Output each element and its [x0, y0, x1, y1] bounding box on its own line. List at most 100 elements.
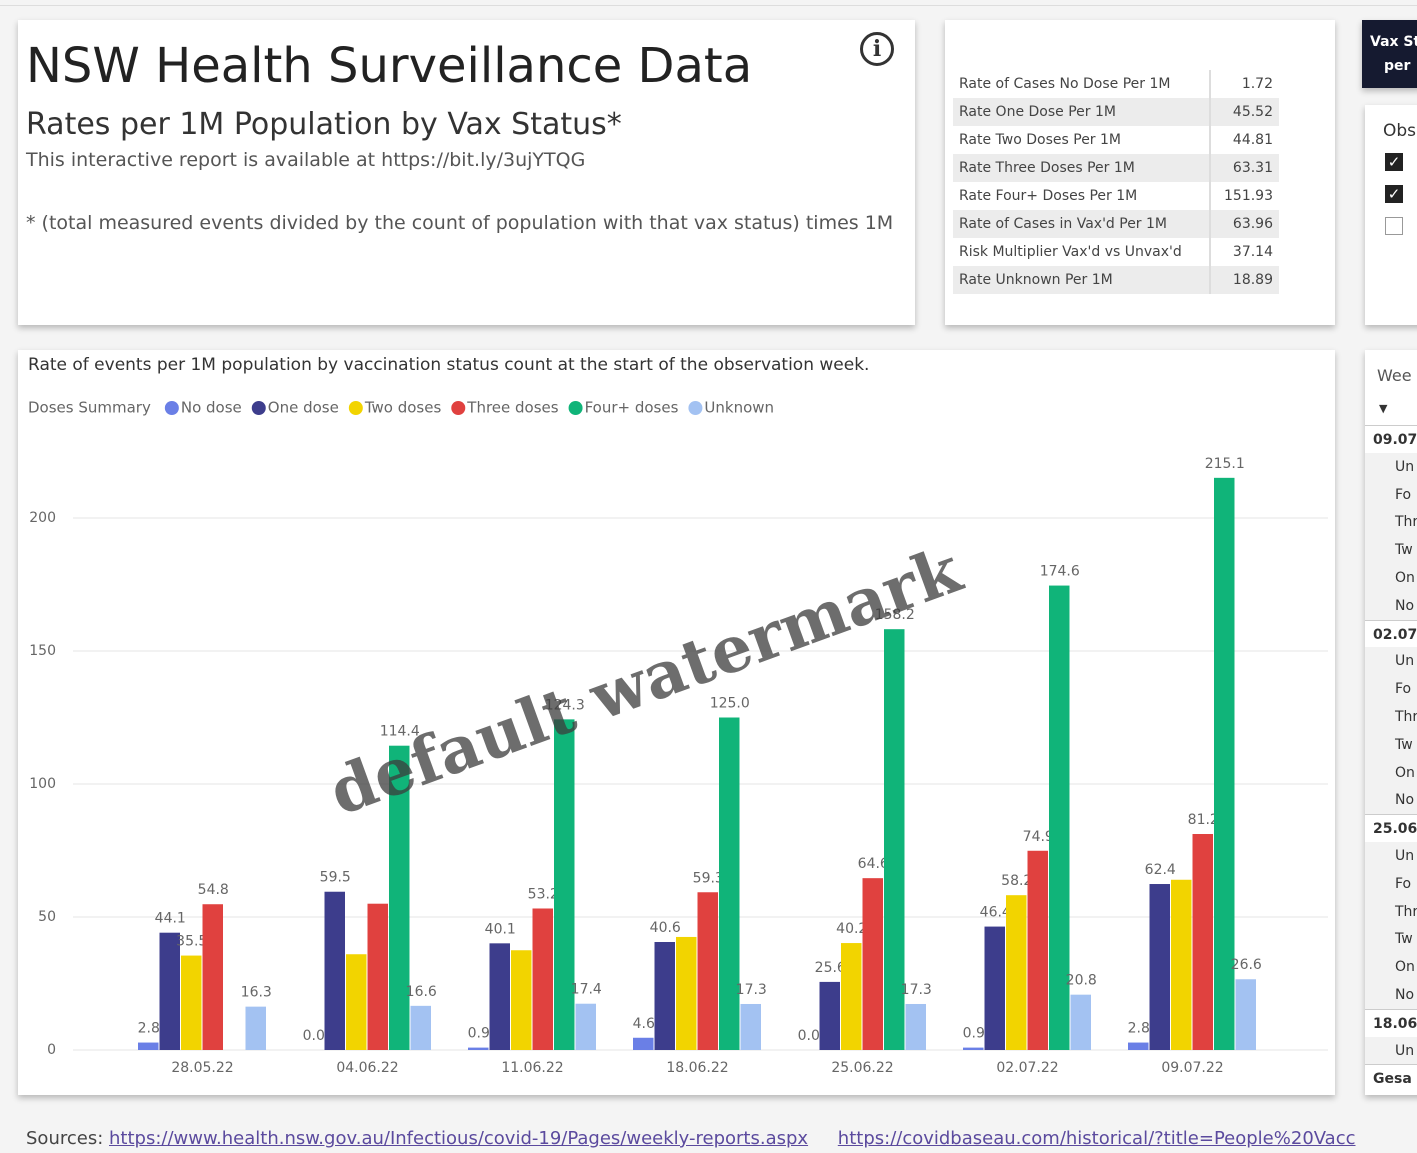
- data-label: 16.6: [406, 984, 437, 1000]
- bar: [1027, 850, 1048, 1050]
- week-item[interactable]: Tw: [1365, 730, 1417, 759]
- bar: [719, 717, 740, 1050]
- week-item[interactable]: Thr: [1365, 703, 1417, 731]
- week-group[interactable]: 25.06: [1365, 814, 1417, 843]
- week-group[interactable]: Gesa: [1365, 1064, 1417, 1093]
- y-tick-label: 150: [29, 643, 56, 659]
- checkbox[interactable]: ✓: [1385, 153, 1403, 171]
- data-label: 40.2: [836, 921, 867, 937]
- filter-label: Obs: [1383, 121, 1417, 141]
- week-item[interactable]: On: [1365, 953, 1417, 982]
- legend-title: Doses Summary: [28, 399, 151, 417]
- bar: [633, 1037, 654, 1050]
- metric-row: Rate Four+ Doses Per 1M 151.93: [953, 182, 1279, 210]
- side-title-line: per: [1384, 58, 1411, 74]
- bar: [489, 943, 510, 1050]
- data-label: 40.1: [485, 921, 516, 937]
- chart: Rate of events per 1M population by vacc…: [28, 355, 1328, 1076]
- data-label: 20.8: [1066, 973, 1097, 989]
- data-label: 17.3: [901, 982, 932, 998]
- bar: [740, 1003, 761, 1050]
- data-label: 62.4: [1145, 862, 1176, 878]
- bar: [1006, 895, 1027, 1050]
- sort-arrow[interactable]: ▼: [1379, 402, 1388, 415]
- metric-row: Rate One Dose Per 1M 45.52: [953, 98, 1279, 126]
- metric-label: Rate Two Doses Per 1M: [959, 132, 1121, 148]
- data-label: 17.3: [736, 982, 767, 998]
- data-label: 158.2: [875, 607, 915, 623]
- sources-label: Sources:: [26, 1128, 104, 1149]
- week-item[interactable]: No: [1365, 591, 1417, 620]
- bar: [532, 908, 553, 1050]
- week-item[interactable]: Fo: [1365, 869, 1417, 898]
- data-label: 26.6: [1231, 957, 1262, 973]
- header-panel: NSW Health Surveillance Data Rates per 1…: [18, 20, 915, 325]
- metric-value: 37.14: [1209, 238, 1279, 266]
- legend-label: One dose: [268, 399, 339, 417]
- bar: [819, 981, 840, 1050]
- week-group[interactable]: 09.07: [1365, 425, 1417, 454]
- week-item[interactable]: Thr: [1365, 897, 1417, 926]
- week-item[interactable]: Fo: [1365, 480, 1417, 509]
- data-label: 64.6: [858, 856, 889, 872]
- source-link[interactable]: https://www.health.nsw.gov.au/Infectious…: [109, 1128, 809, 1149]
- week-item[interactable]: Un: [1365, 1036, 1417, 1065]
- info-icon[interactable]: i: [860, 32, 894, 66]
- metrics-panel: Rate of Cases No Dose Per 1M 1.72 Rate One…: [945, 20, 1335, 325]
- bar: [1235, 979, 1256, 1050]
- bar: [346, 954, 367, 1050]
- x-tick-label: 04.06.22: [336, 1060, 398, 1076]
- y-tick-label: 100: [29, 776, 56, 792]
- metric-label: Rate Three Doses Per 1M: [959, 160, 1135, 176]
- bar: [202, 904, 223, 1050]
- bar: [1128, 1042, 1149, 1050]
- week-item[interactable]: Un: [1365, 452, 1417, 481]
- legend-label: Two doses: [364, 399, 442, 417]
- legend-swatch: [348, 401, 363, 415]
- data-label: 125.0: [710, 696, 750, 712]
- metric-row: Rate Three Doses Per 1M 63.31: [953, 154, 1279, 182]
- legend-swatch: [688, 401, 703, 415]
- week-item[interactable]: Fo: [1365, 675, 1417, 704]
- checkbox[interactable]: [1385, 217, 1403, 235]
- bar: [1214, 477, 1235, 1050]
- week-item[interactable]: Un: [1365, 842, 1417, 870]
- title: NSW Health Surveillance Data: [26, 38, 753, 94]
- y-tick-label: 0: [47, 1042, 56, 1058]
- legend-label: No dose: [181, 399, 242, 417]
- checkbox[interactable]: ✓: [1385, 185, 1403, 203]
- metric-label: Rate of Cases in Vax'd Per 1M: [959, 216, 1168, 232]
- week-item[interactable]: No: [1365, 981, 1417, 1009]
- bar: [554, 719, 575, 1050]
- data-label: 2.8: [138, 1021, 160, 1037]
- bar: [984, 926, 1005, 1050]
- week-item[interactable]: On: [1365, 758, 1417, 787]
- source-link[interactable]: https://covidbaseau.com/historical/?titl…: [837, 1128, 1356, 1149]
- week-item[interactable]: Tw: [1365, 536, 1417, 565]
- bar: [676, 936, 697, 1050]
- chart-title: Rate of events per 1M population by vacc…: [28, 355, 869, 375]
- subtitle: Rates per 1M Population by Vax Status*: [26, 107, 622, 142]
- x-tick-label: 09.07.22: [1161, 1060, 1223, 1076]
- bar: [1070, 994, 1091, 1050]
- x-tick-label: 28.05.22: [171, 1060, 233, 1076]
- week-group[interactable]: 02.07: [1365, 619, 1417, 649]
- metric-value: 18.89: [1209, 266, 1279, 294]
- metric-row: Rate Unknown Per 1M 18.89: [953, 266, 1279, 294]
- data-label: 59.3: [693, 870, 724, 886]
- bar: [389, 745, 410, 1050]
- week-item[interactable]: No: [1365, 786, 1417, 815]
- bar: [1149, 884, 1170, 1050]
- week-item[interactable]: On: [1365, 564, 1417, 592]
- data-label: 174.6: [1040, 564, 1080, 580]
- bar: [159, 932, 180, 1050]
- filter-panel: Obs ✓ ✓: [1365, 105, 1417, 325]
- week-item[interactable]: Thr: [1365, 508, 1417, 537]
- week-item[interactable]: Un: [1365, 647, 1417, 676]
- bar: [138, 1042, 159, 1050]
- top-rule: [0, 5, 1417, 6]
- week-group[interactable]: 18.06: [1365, 1008, 1417, 1038]
- legend-swatch: [164, 401, 179, 415]
- week-item[interactable]: Tw: [1365, 925, 1417, 954]
